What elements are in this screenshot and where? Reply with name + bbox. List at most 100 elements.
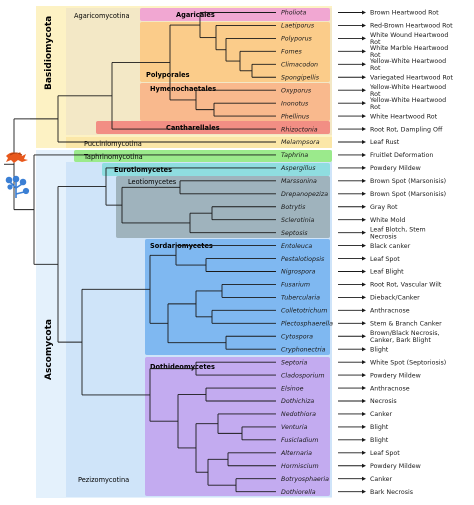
- disease-label: Anthracnose: [370, 385, 410, 392]
- dothideomycetes-label: Dothideomycetes: [150, 363, 215, 371]
- taxon-row: Rhizoctonia Root Rot, Dampling Off: [281, 125, 443, 133]
- disease-label: Yellow-White Heartwood Rot: [369, 58, 446, 72]
- genus-label: Alternaria: [280, 449, 312, 457]
- disease-label: White Wound Heartwood Rot: [370, 32, 448, 46]
- arrow-head: [362, 178, 366, 183]
- taxon-row: Climacodon Yellow-White Heartwood Rot: [281, 58, 446, 72]
- disease-label: Necrosis: [370, 398, 397, 405]
- arrow-head: [362, 36, 366, 41]
- disease-label: White Mold: [370, 217, 405, 224]
- arrow-head: [362, 411, 366, 416]
- arrow-head: [362, 424, 366, 429]
- genus-label: Entoleuca: [281, 242, 312, 250]
- disease-label: Brown Spot (Marsonisis): [370, 191, 446, 198]
- genus-label: Cladosporium: [281, 372, 324, 379]
- arrow-head: [362, 23, 366, 28]
- taxon-row: Dothiorella Bark Necrosis: [281, 488, 413, 496]
- arrow-head: [362, 88, 366, 93]
- taxon-row: Taphrina Fruitlet Deformation: [281, 152, 433, 159]
- genus-label: Septosis: [281, 229, 308, 237]
- taxon-row: Tubercularia Dieback/Canker: [281, 295, 420, 302]
- arrow-head: [362, 347, 366, 352]
- hymenochaetales-region: [140, 83, 330, 121]
- genus-label: Melampsora: [281, 139, 320, 146]
- genus-label: Colletotrichum: [281, 307, 327, 315]
- arrow-head: [362, 10, 366, 15]
- taxon-row: Melampsora Leaf Rust: [281, 139, 400, 146]
- genus-label: Rhizoctonia: [281, 125, 318, 133]
- disease-label: Gray Rot: [370, 204, 398, 211]
- disease-label: White Marble Heartwood Rot: [370, 45, 448, 59]
- disease-label: Root Rot, Dampling Off: [370, 126, 443, 133]
- genus-label: Pholiota: [281, 9, 306, 17]
- arrow-head: [362, 399, 366, 403]
- arrow-head: [362, 437, 366, 442]
- taxon-row: Oxyporus Yellow-White Heartwood Rot: [281, 84, 446, 98]
- arrow-head: [362, 114, 366, 119]
- genus-label: Climacodon: [281, 62, 318, 69]
- taxon-row: Pholiota Brown Heartwood Rot: [281, 9, 439, 17]
- arrow-head: [362, 256, 366, 261]
- arrow-head: [362, 217, 366, 222]
- taxon-row: Phellinus White Heartwood Rot: [281, 113, 438, 120]
- arrow-head: [362, 334, 366, 339]
- arrow-head: [362, 230, 366, 235]
- taxon-row: Entoleuca Black canker: [281, 242, 411, 250]
- taxon-row: Nigrospora Leaf Blight: [281, 269, 404, 276]
- arrow-head: [362, 243, 366, 248]
- taxon-row: Botrytis Gray Rot: [281, 203, 398, 211]
- arrow-head: [362, 165, 366, 170]
- taxon-row: Alternaria Leaf Spot: [280, 449, 400, 457]
- taxon-row: Marssonina Brown Spot (Marsonisis): [281, 178, 446, 185]
- genus-label: Botrytis: [281, 203, 306, 211]
- taxon-row: Nedothiora Canker: [281, 410, 393, 418]
- disease-label: Brown/Black Necrosis, Canker, Bark Blight: [370, 330, 440, 344]
- genus-label: Fusicladium: [281, 437, 318, 444]
- genus-label: Tubercularia: [281, 295, 320, 302]
- disease-label: Powdery Mildew: [370, 165, 421, 172]
- arrow-head: [362, 308, 366, 313]
- disease-label: Leaf Rust: [370, 139, 400, 146]
- disease-label: Canker: [370, 476, 393, 483]
- genus-label: Fusarium: [281, 282, 310, 289]
- genus-label: Hormiscium: [281, 463, 319, 470]
- disease-label: Root Rot, Vascular Wilt: [370, 282, 442, 289]
- taxon-row: Elsinoe Anthracnose: [281, 385, 410, 392]
- taxon-row: Fomes White Marble Heartwood Rot: [281, 45, 448, 59]
- disease-label: Fruitlet Deformation: [370, 152, 433, 159]
- taxon-row: Spongipellis Variegated Heartwood Rot: [281, 74, 453, 81]
- disease-label: Anthracnose: [370, 308, 410, 315]
- conidiophore-icon: [5, 175, 30, 198]
- arrow-head: [362, 282, 366, 287]
- pucciniomycotina-label: Pucciniomycotina: [84, 140, 142, 148]
- genus-label: Elsinoe: [281, 385, 304, 392]
- pezizomycotina-label: Pezizomycotina: [78, 476, 129, 484]
- taxon-row: Drepanopeziza Brown Spot (Marsonisis): [281, 191, 446, 198]
- arrow-head: [362, 127, 366, 132]
- taxon-row: Hormiscium Powdery Mildew: [281, 463, 421, 470]
- hymenochaetales-label: Hymenochaetales: [150, 85, 216, 93]
- mushroom-icon: [6, 152, 28, 163]
- disease-label: Stem & Branch Canker: [370, 321, 442, 328]
- genus-label: Oxyporus: [281, 87, 312, 94]
- genus-label: Cytospora: [281, 332, 313, 340]
- polyporales-region: [140, 22, 330, 82]
- disease-label: Variegated Heartwood Rot: [370, 74, 453, 81]
- arrow-head: [362, 62, 366, 67]
- taxon-row: Aspergillus Powdery Mildew: [280, 165, 421, 172]
- agaricales-label: Agaricales: [176, 11, 215, 19]
- disease-label: Dieback/Canker: [370, 295, 420, 302]
- taxon-row: Sclerotinia White Mold: [281, 216, 405, 224]
- disease-label: White Spot (Septoriosis): [370, 359, 446, 366]
- genus-label: Drepanopeziza: [281, 191, 328, 198]
- disease-label: Blight: [370, 437, 389, 444]
- genus-label: Polyporus: [281, 36, 313, 43]
- pucciniomycotina-region: [66, 137, 332, 148]
- genus-label: Aspergillus: [280, 165, 316, 172]
- genus-label: Venturia: [281, 423, 308, 431]
- disease-label: Leaf Blight: [370, 269, 404, 276]
- arrow-head: [362, 373, 366, 378]
- arrow-head: [362, 321, 366, 326]
- taxon-row: Inonotus Yellow-White Heartwood Rot: [281, 97, 446, 111]
